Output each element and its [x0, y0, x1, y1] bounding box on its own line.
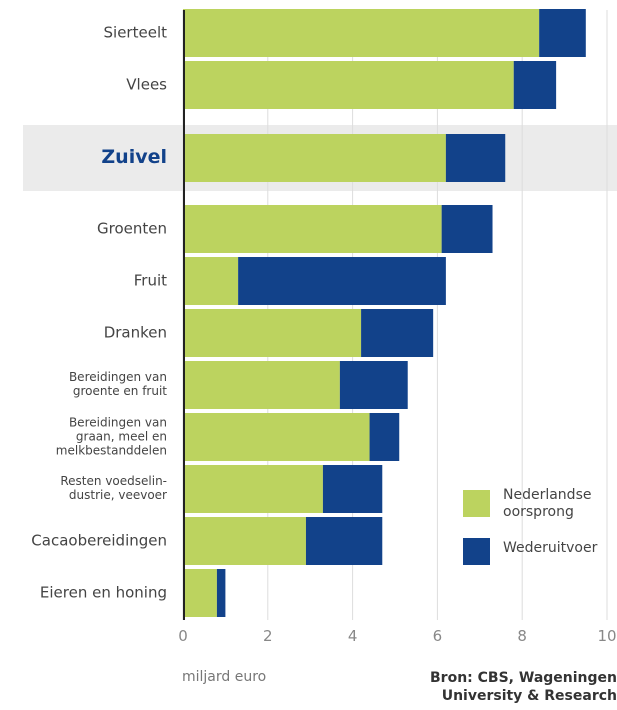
- category-label: Bereidingen van graan, meel en melkbesta…: [55, 415, 167, 457]
- x-axis-label: miljard euro: [182, 669, 267, 685]
- bar-segment: [305, 517, 383, 565]
- bar-segment: [183, 61, 514, 109]
- bar-segment: [183, 309, 362, 357]
- category-label: Zuivel: [101, 146, 167, 169]
- x-tick-label: 4: [347, 627, 358, 645]
- bar-segment: [216, 569, 226, 617]
- bar-segment: [539, 9, 586, 57]
- bar-segment: [183, 9, 540, 57]
- legend-label: Nederlandse oorsprong: [503, 487, 592, 520]
- bar-segment: [369, 413, 400, 461]
- category-label: Bereidingen van groente en fruit: [68, 370, 167, 398]
- bar-segment: [339, 361, 408, 409]
- legend-swatch: [463, 538, 490, 565]
- x-tick-label: 6: [432, 627, 443, 645]
- bar-segment: [183, 205, 442, 253]
- x-tick-label: 2: [263, 627, 273, 645]
- bar-segment: [441, 205, 493, 253]
- legend-swatch: [463, 490, 490, 517]
- bar-segment: [183, 465, 323, 513]
- x-tick-label: 0: [178, 627, 188, 645]
- bar-segment: [513, 61, 557, 109]
- category-label: Sierteelt: [103, 23, 167, 42]
- category-label: Dranken: [103, 323, 167, 342]
- bar-segment: [183, 134, 446, 182]
- bar-segment: [238, 257, 446, 305]
- category-label: Fruit: [133, 271, 167, 290]
- bar-segment: [183, 569, 217, 617]
- category-label: Vlees: [126, 75, 167, 94]
- bar-segment: [361, 309, 434, 357]
- x-tick-label: 10: [597, 627, 617, 645]
- bar-segment: [183, 413, 370, 461]
- bar-segment: [322, 465, 383, 513]
- bar-segment: [445, 134, 506, 182]
- bar-segment: [183, 517, 306, 565]
- bar-segment: [183, 257, 239, 305]
- category-label: Resten voedselin- dustrie, veevoer: [60, 474, 167, 502]
- category-label: Groenten: [97, 219, 167, 238]
- category-label: Eieren en honing: [39, 583, 167, 602]
- category-label: Cacaobereidingen: [31, 531, 167, 550]
- source: Bron: CBS, Wageningen University & Resea…: [430, 670, 617, 704]
- bar-segment: [183, 361, 340, 409]
- legend-label: Wederuitvoer: [503, 540, 598, 556]
- x-tick-label: 8: [517, 627, 527, 645]
